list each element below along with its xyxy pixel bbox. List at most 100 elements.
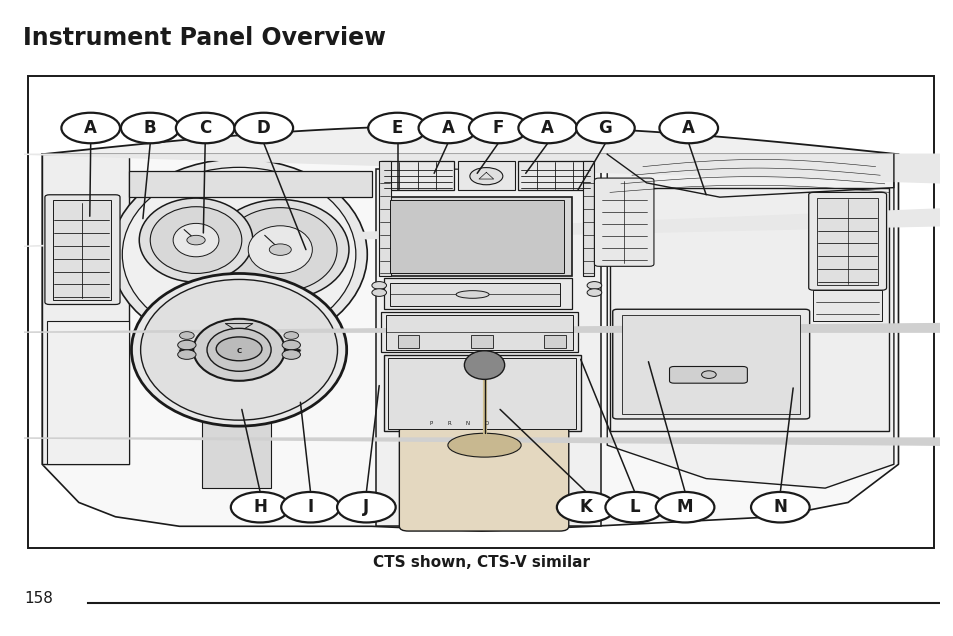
- Text: CTS shown, CTS-V similar: CTS shown, CTS-V similar: [373, 555, 590, 570]
- Text: M: M: [676, 498, 693, 516]
- Circle shape: [336, 492, 395, 523]
- Ellipse shape: [139, 198, 253, 282]
- Ellipse shape: [132, 273, 346, 426]
- Text: 158: 158: [24, 591, 52, 606]
- Text: A: A: [540, 119, 554, 137]
- Text: E: E: [392, 119, 403, 137]
- Circle shape: [557, 492, 615, 523]
- Bar: [376, 169, 600, 527]
- Circle shape: [576, 113, 634, 143]
- Ellipse shape: [222, 286, 255, 309]
- Text: H: H: [253, 498, 267, 516]
- FancyBboxPatch shape: [29, 76, 933, 548]
- Polygon shape: [24, 324, 953, 332]
- FancyBboxPatch shape: [45, 195, 120, 305]
- Circle shape: [700, 371, 716, 378]
- Text: C: C: [199, 119, 212, 137]
- Ellipse shape: [212, 279, 266, 316]
- FancyBboxPatch shape: [669, 366, 746, 383]
- Text: B: B: [144, 119, 156, 137]
- Circle shape: [269, 244, 291, 255]
- Bar: [621, 315, 800, 414]
- Polygon shape: [24, 154, 953, 197]
- Text: Instrument Panel Overview: Instrument Panel Overview: [23, 27, 386, 50]
- Text: A: A: [441, 119, 454, 137]
- Bar: [53, 200, 111, 300]
- Text: N: N: [773, 498, 786, 516]
- Ellipse shape: [212, 200, 349, 300]
- Circle shape: [750, 492, 809, 523]
- Bar: [388, 358, 576, 429]
- Text: G: G: [598, 119, 612, 137]
- Polygon shape: [24, 97, 953, 246]
- Circle shape: [655, 492, 714, 523]
- Ellipse shape: [464, 351, 504, 379]
- Text: F: F: [492, 119, 503, 137]
- Text: A: A: [681, 119, 695, 137]
- Bar: [129, 171, 372, 197]
- Bar: [582, 162, 594, 276]
- Text: I: I: [307, 498, 314, 516]
- Bar: [517, 162, 591, 190]
- Circle shape: [659, 113, 718, 143]
- Circle shape: [177, 350, 195, 359]
- Bar: [813, 290, 882, 321]
- Circle shape: [372, 289, 386, 296]
- Text: L: L: [629, 498, 639, 516]
- Ellipse shape: [447, 433, 520, 457]
- Text: P: P: [429, 421, 433, 426]
- Bar: [380, 312, 578, 352]
- Circle shape: [469, 113, 527, 143]
- Bar: [378, 162, 391, 276]
- Circle shape: [470, 167, 502, 184]
- Circle shape: [175, 113, 234, 143]
- Bar: [380, 162, 454, 190]
- FancyBboxPatch shape: [399, 426, 568, 531]
- Bar: [609, 188, 888, 431]
- Ellipse shape: [122, 167, 355, 342]
- Bar: [397, 335, 419, 348]
- Circle shape: [586, 289, 601, 296]
- Ellipse shape: [207, 328, 271, 371]
- Ellipse shape: [172, 223, 218, 257]
- Circle shape: [368, 113, 426, 143]
- Text: D: D: [484, 421, 488, 426]
- Polygon shape: [42, 154, 898, 531]
- Bar: [470, 335, 493, 348]
- Text: K: K: [579, 498, 592, 516]
- Ellipse shape: [193, 319, 285, 381]
- Polygon shape: [607, 154, 893, 488]
- Circle shape: [517, 113, 577, 143]
- Ellipse shape: [248, 226, 312, 273]
- FancyBboxPatch shape: [612, 309, 809, 419]
- Bar: [390, 200, 563, 272]
- Ellipse shape: [111, 159, 367, 350]
- Circle shape: [121, 113, 179, 143]
- Bar: [390, 283, 559, 306]
- FancyBboxPatch shape: [808, 192, 885, 290]
- Circle shape: [179, 332, 194, 340]
- Circle shape: [187, 235, 205, 245]
- Bar: [385, 314, 573, 350]
- Text: J: J: [363, 498, 369, 516]
- Ellipse shape: [223, 207, 336, 291]
- Ellipse shape: [150, 207, 241, 273]
- Text: N: N: [465, 421, 470, 426]
- Bar: [543, 335, 565, 348]
- Text: C: C: [236, 348, 241, 354]
- Ellipse shape: [456, 291, 489, 298]
- Circle shape: [216, 337, 262, 361]
- Bar: [383, 278, 571, 309]
- Circle shape: [282, 340, 300, 350]
- Circle shape: [372, 282, 386, 289]
- Polygon shape: [24, 431, 953, 445]
- Bar: [816, 198, 878, 285]
- Bar: [202, 383, 271, 488]
- Circle shape: [61, 113, 120, 143]
- Circle shape: [177, 340, 195, 350]
- Text: D: D: [256, 119, 271, 137]
- Ellipse shape: [140, 279, 337, 420]
- Bar: [383, 197, 571, 276]
- Text: R: R: [447, 421, 451, 426]
- Circle shape: [231, 492, 289, 523]
